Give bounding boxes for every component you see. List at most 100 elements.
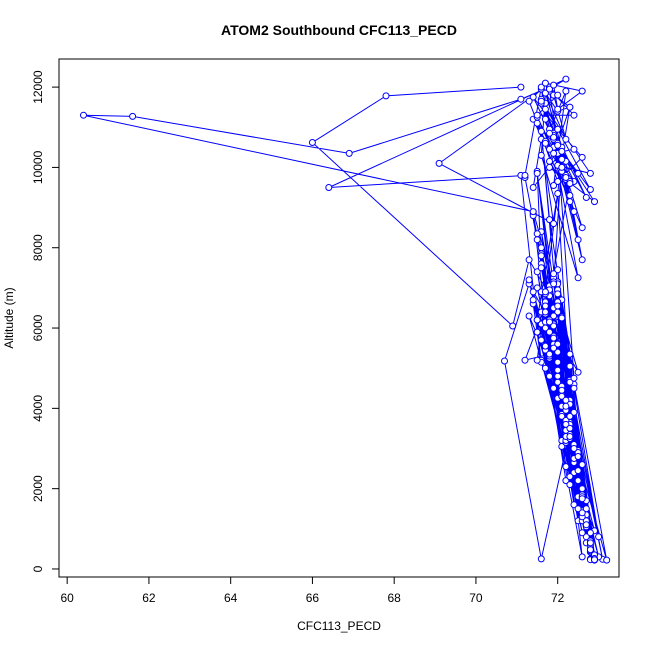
data-point (529, 208, 537, 216)
data-point (558, 412, 566, 420)
data-point (566, 481, 574, 489)
data-point (578, 256, 586, 264)
data-point (533, 328, 541, 336)
data-point (533, 119, 541, 127)
data-point (546, 350, 553, 358)
data-point (554, 105, 562, 113)
data-point (591, 556, 598, 564)
x-tick-label: 60 (60, 591, 74, 605)
data-point (546, 129, 553, 137)
data-point (586, 529, 594, 537)
data-point (578, 461, 586, 469)
data-point (586, 169, 594, 177)
data-point (533, 236, 541, 244)
data-point (541, 364, 549, 372)
data-point (541, 342, 549, 350)
data-point (554, 141, 562, 149)
data-point (574, 453, 582, 460)
data-point (566, 350, 574, 358)
data-point (533, 230, 541, 238)
data-point (570, 145, 578, 153)
data-point (80, 111, 87, 119)
y-tick-label: 6000 (31, 314, 45, 341)
data-point (550, 270, 558, 278)
data-point (586, 546, 594, 554)
data-point (566, 103, 574, 111)
data-point (578, 224, 586, 232)
data-point (566, 412, 574, 420)
data-point (554, 366, 562, 374)
data-point (541, 89, 549, 97)
series-line (83, 78, 608, 561)
data-point (566, 424, 574, 432)
data-point (554, 340, 562, 348)
data-point (546, 372, 553, 380)
data-point (603, 556, 611, 564)
data-point (550, 384, 558, 392)
data-point (558, 155, 566, 163)
data-point (566, 378, 574, 386)
data-point (582, 521, 590, 529)
y-tick-label: 2000 (31, 475, 45, 502)
data-point (533, 316, 541, 324)
data-point (517, 95, 525, 103)
data-point (562, 87, 570, 95)
data-point (562, 174, 570, 181)
data-point (533, 111, 541, 119)
data-point (537, 555, 545, 563)
data-point (578, 553, 586, 561)
data-point (554, 91, 562, 99)
data-point (546, 157, 553, 165)
x-tick-label: 64 (224, 591, 238, 605)
data-point (562, 135, 570, 143)
data-point (550, 280, 558, 288)
data-point (578, 485, 586, 493)
data-point (325, 184, 333, 191)
x-tick-label: 70 (469, 591, 483, 605)
data-point (578, 153, 586, 161)
data-point (529, 296, 537, 304)
data-point (562, 477, 570, 485)
data-point (578, 529, 586, 537)
data-point (578, 87, 586, 95)
data-point (537, 151, 545, 159)
data-point (570, 501, 578, 509)
data-point (537, 97, 545, 105)
data-point (129, 112, 137, 120)
x-tick-label: 72 (551, 591, 565, 605)
y-tick-label: 4000 (31, 395, 45, 422)
data-point (554, 125, 562, 133)
data-point (546, 328, 553, 336)
data-point (578, 509, 586, 517)
data-point (435, 159, 443, 167)
data-point (582, 194, 590, 201)
data-point (537, 244, 545, 252)
y-tick-label: 8000 (31, 234, 45, 261)
data-point (574, 169, 582, 177)
data-point (550, 344, 558, 352)
data-point (558, 163, 566, 171)
data-point (550, 312, 558, 320)
x-tick-label: 68 (388, 591, 402, 605)
data-point (554, 178, 562, 185)
data-point (554, 348, 562, 356)
data-point (570, 384, 578, 392)
data-point (562, 396, 570, 404)
data-point (562, 463, 570, 471)
data-point (541, 139, 549, 147)
data-point (501, 357, 508, 365)
y-axis-label: Altitude (m) (2, 287, 16, 348)
data-point (566, 433, 574, 440)
data-point (550, 133, 558, 141)
data-point (554, 290, 562, 298)
data-point (541, 115, 549, 123)
x-axis-label: CFC113_PECD (297, 619, 381, 633)
data-point (550, 220, 558, 228)
data-point (537, 336, 545, 344)
data-point (546, 318, 553, 326)
data-point (566, 192, 574, 199)
data-point (574, 505, 582, 513)
data-point (533, 268, 541, 276)
data-point (533, 169, 541, 177)
